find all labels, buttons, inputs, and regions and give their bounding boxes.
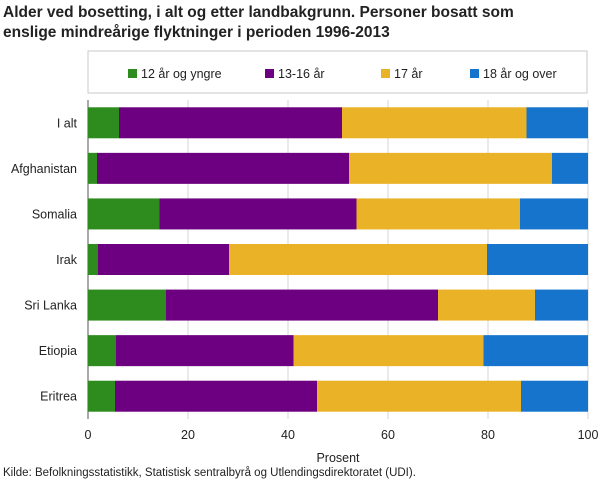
bar-segment [88,152,97,184]
chart-title: Alder ved bosetting, i alt og etter land… [3,4,514,41]
category-label: Somalia [32,207,77,221]
category-label: Irak [56,253,78,267]
legend-label: 12 år og yngre [141,67,222,81]
legend-swatch [265,69,274,78]
bar-segment [98,244,229,275]
bar-segment [483,335,588,367]
x-tick-labels: 0 20 40 60 80 100 [85,428,599,442]
bar-segment [166,289,438,321]
legend-label: 17 år [394,67,423,81]
bar-segment [159,198,357,230]
category-label: Afghanistan [11,162,77,176]
legend-swatch [128,69,137,78]
x-tick-label: 60 [381,428,395,442]
legend-label: 18 år og over [483,67,557,81]
bar-segment [97,152,349,184]
legend-swatch [470,69,479,78]
bar-segment [349,152,552,184]
x-tick-label: 0 [85,428,92,442]
bars [88,107,588,412]
bar-segment [88,198,160,230]
bar-segment [293,335,484,367]
legend: 12 år og yngre 13-16 år 17 år 18 år og over [87,50,588,94]
bar-segment [88,289,166,321]
category-label: I alt [57,116,78,130]
category-label: Etiopia [39,344,77,358]
bar-segment [88,335,116,367]
x-axis-title: Prosent [316,451,360,465]
bar-segment [229,244,487,275]
x-tick-label: 100 [578,428,599,442]
bar-segment [356,198,520,230]
bar-segment [526,107,588,139]
category-labels: I alt Afghanistan Somalia Irak Sri Lanka Etio… [11,116,78,403]
bar-segment [520,198,588,230]
bar-segment [487,244,588,275]
legend-label: 13-16 år [278,67,325,81]
bar-segment [535,289,588,321]
bar-segment [438,289,535,321]
bar-segment [521,380,588,412]
x-tick-label: 20 [181,428,195,442]
bar-segment [317,380,521,412]
source-note: Kilde: Befolkningsstatistikk, Statistisk… [3,467,416,479]
x-tick-label: 80 [481,428,495,442]
bar-segment [88,380,115,412]
category-label: Eritrea [40,390,77,404]
category-label: Sri Lanka [24,299,77,313]
bar-segment [116,335,294,367]
x-tick-label: 40 [281,428,295,442]
legend-swatch [381,69,390,78]
bar-segment [88,244,98,275]
bar-segment [119,107,342,139]
bar-segment [115,380,317,412]
legend-box [87,50,588,94]
bar-segment [342,107,527,139]
bar-segment [88,107,119,139]
bar-segment [552,152,588,184]
